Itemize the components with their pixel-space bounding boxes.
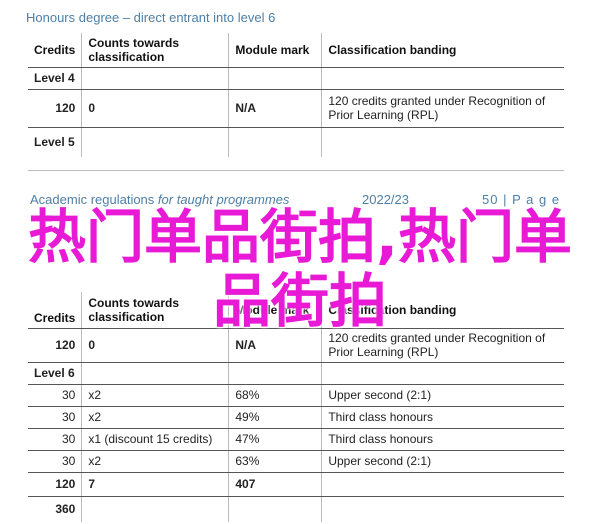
credits-cell: 30 (28, 450, 83, 473)
mark-cell: 49% (228, 406, 323, 429)
counts-cell: x2 (81, 384, 230, 407)
mark-cell: 68% (228, 384, 323, 407)
section-heading: Honours degree – direct entrant into lev… (26, 10, 276, 25)
table-header-row: Credits Counts towards classification Mo… (28, 33, 564, 68)
footer-title-main: Academic regulations (30, 192, 155, 207)
table-row: 120 0 N/A 120 credits granted under Reco… (28, 89, 564, 128)
header-banding: Classification banding (321, 292, 564, 329)
banding-cell: 120 credits granted under Recognition of… (321, 89, 564, 128)
level-row: Level 4 (28, 67, 564, 90)
level-label: Level 4 (28, 67, 83, 90)
credits-cell: 30 (28, 406, 83, 429)
page-label: | P a g e (503, 192, 561, 207)
mark-total: 407 (228, 472, 323, 497)
level-label: Level 5 (28, 127, 83, 157)
header-counts: Counts towards classification (81, 292, 230, 329)
total-row: 120 7 407 (28, 472, 564, 497)
grand-total-row: 360 (28, 496, 564, 522)
table-header-row: Credits Counts towards classification Mo… (28, 292, 564, 329)
table-row: 30 x1 (discount 15 credits) 47% Third cl… (28, 428, 564, 451)
footer-title-italic: for taught programmes (157, 192, 290, 207)
header-credits: Credits (28, 292, 83, 329)
counts-cell: x1 (discount 15 credits) (81, 428, 230, 451)
counts-cell: 0 (81, 89, 230, 128)
footer-page: 50 | P a g e (482, 192, 560, 207)
banding-cell: Upper second (2:1) (321, 384, 564, 407)
counts-cell: 0 (81, 328, 230, 363)
header-module-mark: Module mark (228, 33, 323, 68)
page-number: 50 (482, 192, 499, 207)
level-row: Level 6 (28, 362, 564, 385)
footer-title: Academic regulations for taught programm… (30, 192, 289, 207)
header-module-mark: Module mark (228, 292, 323, 329)
mark-cell: N/A (228, 89, 323, 128)
level-row: Level 5 (28, 127, 564, 157)
credits-cell: 30 (28, 384, 83, 407)
counts-total: 7 (81, 472, 230, 497)
table-row: 30 x2 49% Third class honours (28, 406, 564, 429)
classification-table-bottom: Credits Counts towards classification Mo… (28, 292, 564, 522)
footer-rule (28, 170, 564, 171)
counts-cell: x2 (81, 450, 230, 473)
header-counts: Counts towards classification (81, 33, 230, 68)
banding-cell: Third class honours (321, 428, 564, 451)
credits-cell: 30 (28, 428, 83, 451)
level-label: Level 6 (28, 362, 83, 385)
page-footer: Academic regulations for taught programm… (0, 192, 600, 210)
banding-cell: Upper second (2:1) (321, 450, 564, 473)
grand-total-credits: 360 (28, 496, 83, 522)
mark-cell: 63% (228, 450, 323, 473)
mark-cell: 47% (228, 428, 323, 451)
counts-cell: x2 (81, 406, 230, 429)
overlay-watermark-text: 热门单品街拍,热门单品街拍 (27, 203, 573, 335)
banding-cell: 120 credits granted under Recognition of… (321, 328, 564, 363)
table-row: 30 x2 63% Upper second (2:1) (28, 450, 564, 473)
table-row: 120 0 N/A 120 credits granted under Reco… (28, 328, 564, 363)
credits-cell: 120 (28, 89, 83, 128)
credits-cell: 120 (28, 328, 83, 363)
header-banding: Classification banding (321, 33, 564, 68)
table-row: 30 x2 68% Upper second (2:1) (28, 384, 564, 407)
mark-cell: N/A (228, 328, 323, 363)
banding-cell: Third class honours (321, 406, 564, 429)
footer-year: 2022/23 (362, 192, 409, 207)
classification-table-top: Credits Counts towards classification Mo… (28, 33, 564, 157)
header-credits: Credits (28, 33, 83, 68)
credits-total: 120 (28, 472, 83, 497)
